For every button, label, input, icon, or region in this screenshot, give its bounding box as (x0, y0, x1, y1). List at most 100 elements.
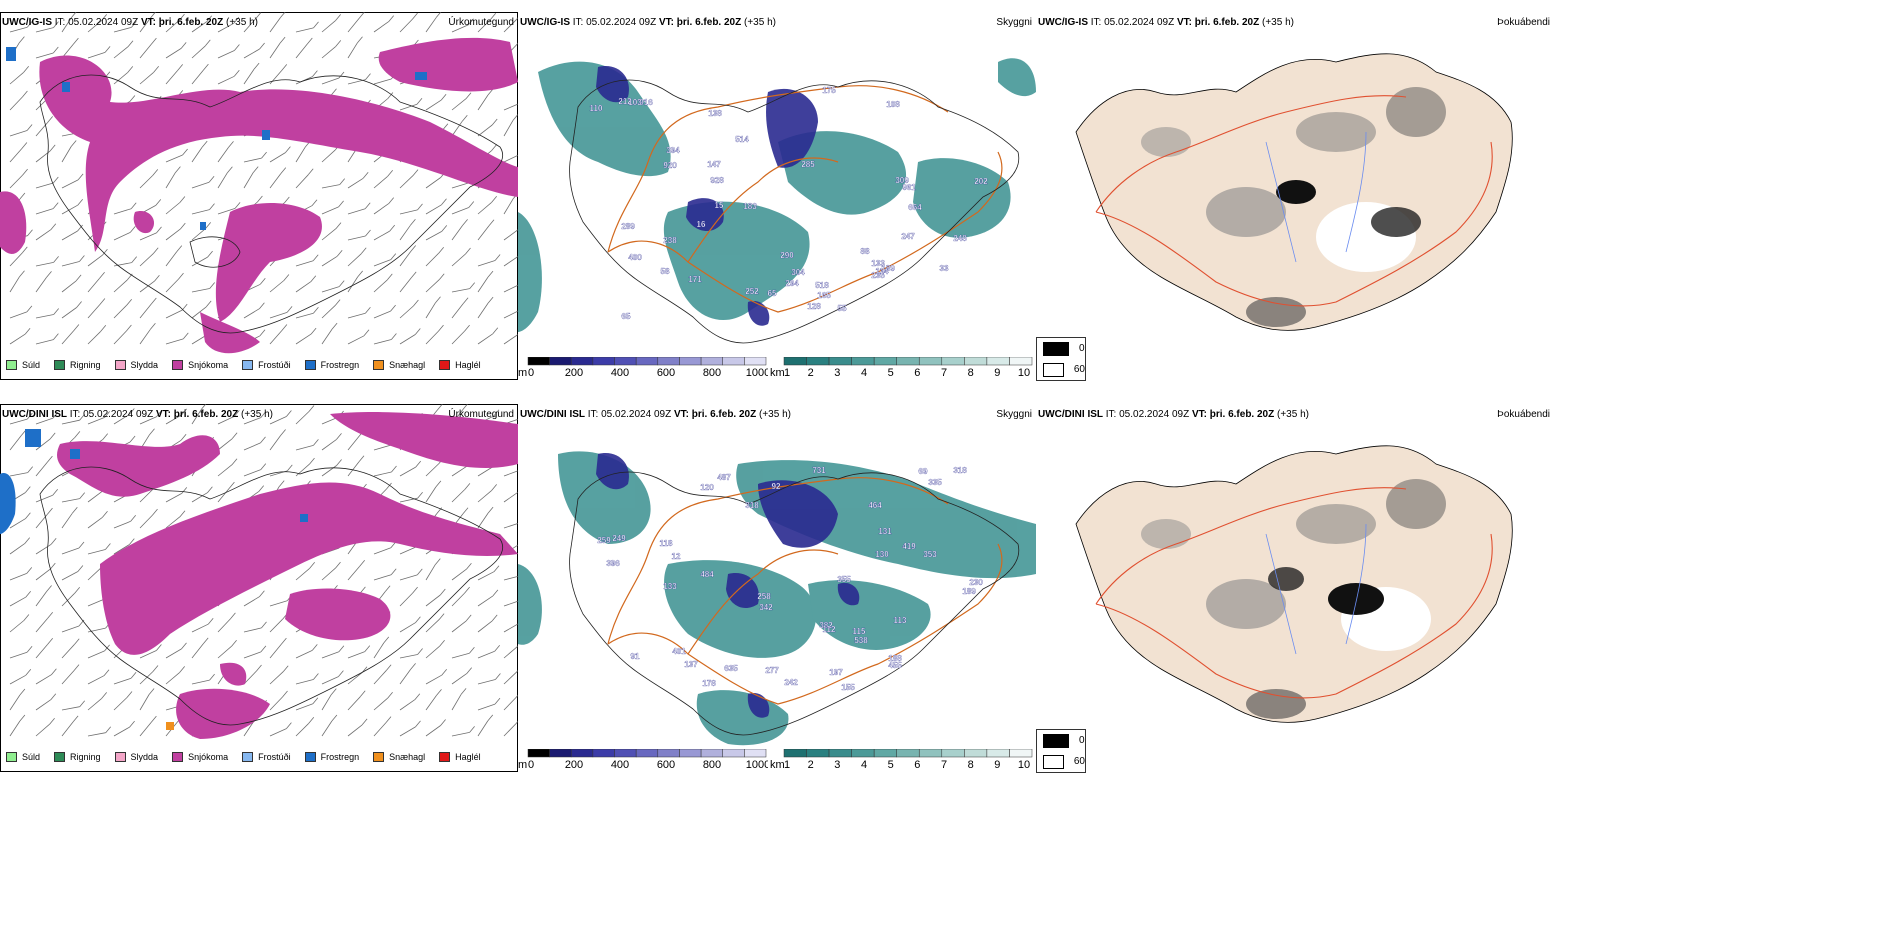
wind-barb-flag (516, 42, 518, 46)
cloud-base-value: 212 (618, 97, 632, 106)
colorbar-cell (896, 748, 920, 758)
wind-barb-flag (488, 219, 495, 226)
wind-barb (373, 21, 389, 33)
model-name: UWC/DINI ISL (1038, 409, 1103, 420)
wind-barb (9, 26, 28, 33)
wind-barb (61, 592, 75, 607)
wind-barb (451, 120, 463, 137)
wind-barb-flag (312, 254, 319, 261)
colorbar-tick: 600 (657, 367, 675, 379)
wind-barb-flag (153, 66, 160, 73)
wind-barb (113, 208, 132, 215)
colorbar-cell (571, 356, 594, 366)
wind-barb-flag (131, 21, 137, 28)
wind-barb-flag (130, 202, 137, 209)
wind-barb (477, 302, 489, 319)
wind-barb-flag (101, 692, 108, 699)
wind-barb (451, 592, 465, 607)
wind-barb-flag (390, 304, 396, 312)
wind-barb-flag (148, 688, 155, 695)
fog-shading-row1 (1141, 87, 1446, 327)
colorbar-unit: km (770, 367, 785, 379)
wind-barb (35, 339, 54, 345)
cloud-base-value: 382 (819, 621, 833, 630)
wind-barb (269, 435, 281, 451)
cloud-base-value: 65 (622, 312, 631, 321)
wind-barb (373, 697, 388, 711)
wind-barb-flag (487, 88, 494, 96)
cloud-base-value: 103 (628, 98, 642, 107)
wind-barb-flag (261, 151, 267, 159)
cloud-base-value: 455 (888, 661, 902, 670)
wind-barb-flag (487, 296, 494, 304)
wind-barb-flag (442, 123, 449, 130)
colorbar-tick: 1 (784, 367, 790, 379)
wind-barb (61, 307, 77, 319)
wind-barb (503, 334, 518, 345)
colorbar-unit: km (770, 759, 785, 771)
wind-barb-flag (338, 200, 344, 208)
wind-barb-flag (412, 586, 418, 594)
wind-barb (425, 645, 440, 659)
wind-barb-flag (516, 694, 518, 698)
wind-barb-flag (516, 669, 518, 672)
wind-barb (321, 720, 333, 737)
colorbar-tick: 10 (1018, 367, 1030, 379)
wind-barb-flag (177, 64, 184, 71)
wind-barb (139, 175, 154, 189)
wind-barb (399, 305, 414, 319)
header-cloud-row2: UWC/DINI ISL IT: 05.02.2024 09Z VT: þri.… (520, 409, 791, 421)
cloud-base-value: 277 (765, 666, 779, 675)
legend-item: Frostúði (242, 360, 291, 370)
wind-barb (61, 16, 73, 33)
panel-title-precip-row1: Úrkomutegund (448, 17, 514, 28)
wind-barb-flag (412, 12, 418, 20)
wind-barb (9, 96, 23, 111)
wind-barb-flag (282, 665, 289, 672)
wind-barb-flag (73, 324, 80, 331)
wind-barb-flag (306, 37, 313, 45)
wind-barb (191, 623, 209, 633)
wind-barb (373, 78, 392, 85)
wind-barb (139, 303, 152, 319)
wind-barb (373, 279, 388, 293)
wind-barb-flag (308, 405, 315, 412)
wind-barb (503, 19, 517, 33)
legend-item: Rigning (54, 752, 101, 762)
vt-value: þri. 6.feb. 20Z (158, 17, 224, 28)
wind-barb (243, 157, 262, 163)
wind-barb-flag (286, 722, 292, 729)
wind-barb (165, 309, 183, 319)
wind-barb-flag (389, 224, 396, 232)
wind-barb (9, 333, 26, 345)
wind-barb (113, 677, 132, 685)
cloud-base-value: 147 (707, 160, 721, 169)
wind-barb-flag (441, 225, 448, 232)
wind-barb (399, 622, 416, 633)
wind-barb (113, 304, 127, 319)
wind-barb (87, 598, 105, 607)
wind-barb-flag (335, 40, 342, 47)
wind-barb (503, 284, 518, 293)
legend-item: Haglél (439, 360, 481, 370)
colorbar-cell (828, 748, 852, 758)
colorbar-tick: 800 (703, 367, 721, 379)
legend-swatch (54, 752, 66, 762)
fog-legend-row: 0 (1037, 730, 1085, 751)
wind-barb-flag (338, 670, 344, 677)
visibility-colorbar-row1: km 1 2 3 4 5 6 7 8 9 10 (770, 356, 1034, 379)
cloud-base-value: 189 (881, 264, 895, 273)
colorbar-tick: 9 (994, 759, 1000, 771)
wind-barb (35, 494, 53, 503)
wind-barb (373, 175, 388, 189)
cloud-base-value: 112 (823, 625, 836, 634)
low-cloud-areas-row2 (596, 453, 860, 718)
wind-barb (139, 232, 157, 241)
wind-barb-flag (259, 590, 265, 597)
wind-barb (9, 720, 21, 737)
wind-barb (477, 19, 491, 33)
cloud-base-value: 183 (743, 202, 757, 211)
wind-barb (35, 699, 52, 711)
wind-barb-flag (152, 247, 159, 254)
visibility-areas-row1 (518, 58, 1036, 332)
